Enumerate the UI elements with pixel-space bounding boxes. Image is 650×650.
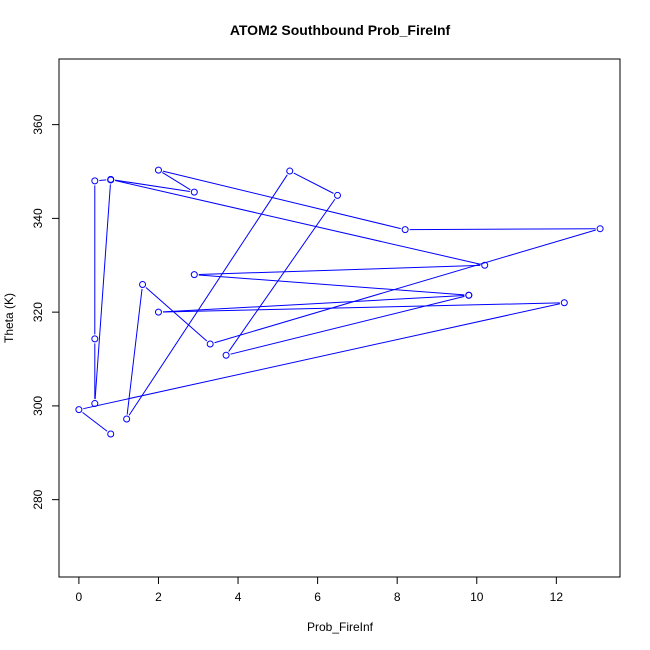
data-point <box>465 291 473 299</box>
y-axis: 280 300 320 340 360 <box>31 114 60 510</box>
series-segment <box>198 274 465 296</box>
series-segment <box>115 179 190 192</box>
data-point <box>107 430 115 438</box>
series-segment <box>162 295 465 313</box>
y-tick-label: 360 <box>31 114 45 134</box>
series-segment <box>114 179 481 265</box>
y-tick-label: 300 <box>31 396 45 416</box>
data-point <box>75 406 83 414</box>
series-segment <box>162 302 560 313</box>
series-segment <box>162 170 401 230</box>
data-point <box>596 225 604 233</box>
data-point <box>206 340 214 348</box>
y-tick-label: 320 <box>31 302 45 322</box>
data-point <box>107 175 115 183</box>
series-segment <box>228 198 336 352</box>
series-segment <box>162 172 191 191</box>
data-point <box>190 188 198 196</box>
data-point <box>481 261 489 269</box>
y-axis-label: Theta (K) <box>2 293 16 343</box>
data-point <box>401 226 409 234</box>
series-segment <box>293 172 334 194</box>
data-point <box>91 335 99 343</box>
data-point <box>123 415 131 423</box>
data-point <box>222 351 230 359</box>
x-tick-label: 6 <box>314 590 321 604</box>
series-segment <box>82 411 108 432</box>
y-tick-label: 340 <box>31 208 45 228</box>
series-segment <box>99 179 107 181</box>
y-tick-label: 280 <box>31 489 45 509</box>
chart-title: ATOM2 Southbound Prob_FireInf <box>230 22 451 38</box>
x-tick-label: 2 <box>155 590 162 604</box>
data-point <box>154 308 162 316</box>
series-segment <box>83 303 561 410</box>
x-tick-label: 8 <box>394 590 401 604</box>
data-point <box>139 280 147 288</box>
series-layer <box>75 166 604 438</box>
series-segment <box>126 288 143 415</box>
data-point <box>91 400 99 408</box>
data-point <box>560 299 568 307</box>
data-point <box>190 271 198 279</box>
series-segment <box>94 184 111 400</box>
data-point <box>91 177 99 185</box>
data-point <box>154 166 162 174</box>
data-point <box>334 191 342 199</box>
series-segment <box>145 287 208 342</box>
x-axis: 0 2 4 6 8 10 12 <box>76 576 564 604</box>
series-segment <box>230 295 465 355</box>
x-tick-label: 4 <box>235 590 242 604</box>
x-tick-label: 10 <box>470 590 484 604</box>
series-segment <box>214 229 596 344</box>
x-tick-label: 12 <box>550 590 564 604</box>
series-segment <box>409 228 596 231</box>
series-segment <box>128 174 288 416</box>
series-segment <box>198 264 481 275</box>
data-point <box>286 167 294 175</box>
x-axis-label: Prob_FireInf <box>307 620 374 634</box>
x-tick-label: 0 <box>76 590 83 604</box>
